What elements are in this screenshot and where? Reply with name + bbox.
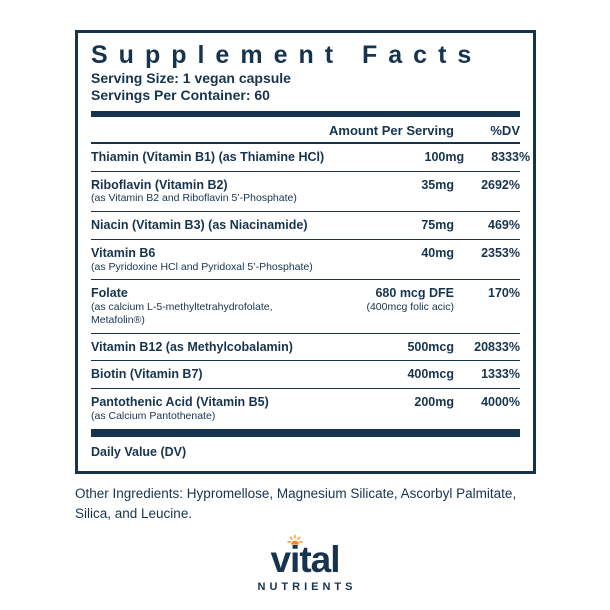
nutrient-row: Vitamin B6 (as Pyridoxine HCl and Pyrido… [91,240,520,281]
nutrient-amount: 500mcg [407,339,454,354]
nutrient-row: Vitamin B12 (as Methylcobalamin) 500mcg … [91,334,520,362]
brand-subname: NUTRIENTS [257,581,357,593]
nutrient-source-note: (as Calcium Pantothenate) [91,409,216,422]
nutrient-name: Biotin (Vitamin B7) [91,367,203,382]
divider-thick-bottom [91,428,520,437]
nutrient-name: Vitamin B12 (as Methylcobalamin) [91,339,293,354]
nutrient-dv: 8333% [491,149,531,164]
nutrient-name-cell: Biotin (Vitamin B7) [91,367,314,382]
nutrient-amount: 75mg [421,218,454,233]
nutrient-name: Pantothenic Acid (Vitamin B5) [91,395,269,410]
nutrient-source-note-line2: Metafolin®) [91,313,145,326]
column-header-dv: %DV [490,122,520,138]
header-spacer [91,123,314,138]
panel-title: Supplement Facts [91,41,483,69]
supplement-facts-panel: Supplement Facts Serving Size: 1 vegan c… [75,30,536,474]
nutrient-amount: 200mg [414,395,454,410]
nutrient-name-cell: Folate (as calcium L-5-methyltetrahydrof… [91,286,314,326]
nutrient-name-cell: Pantothenic Acid (Vitamin B5) (as Calciu… [91,395,314,423]
nutrient-dv: 2692% [481,177,520,192]
nutrient-dv: 2353% [481,245,520,260]
nutrient-name: Vitamin B6 [91,245,156,260]
nutrient-amount: 35mg [421,177,454,192]
nutrient-row: Pantothenic Acid (Vitamin B5) (as Calciu… [91,389,520,429]
nutrient-row: Thiamin (Vitamin B1) (as Thiamine HCl) 1… [91,144,530,172]
nutrient-amount: 400mcg [407,367,454,382]
nutrient-table: Thiamin (Vitamin B1) (as Thiamine HCl) 1… [91,144,530,429]
nutrient-amount-equivalent: (400mcg folic acic) [366,301,454,314]
nutrient-name: Thiamin (Vitamin B1) (as Thiamine HCl) [91,149,325,164]
nutrient-amount: 40mg [421,245,454,260]
nutrient-amount-cell: 200mg [314,395,454,410]
nutrient-name-cell: Niacin (Vitamin B3) (as Niacinamide) [91,218,314,233]
nutrient-name: Folate [91,286,128,301]
nutrient-name-cell: Thiamin (Vitamin B1) (as Thiamine HCl) [91,150,324,165]
nutrient-amount-cell: 680 mcg DFE (400mcg folic acic) [314,286,454,314]
brand-name: vital [270,534,341,580]
servings-per-container: Servings Per Container: 60 [91,87,270,104]
nutrient-row: Niacin (Vitamin B3) (as Niacinamide) 75m… [91,212,520,240]
other-ingredients: Other Ingredients: Hypromellose, Magnesi… [75,486,517,522]
nutrient-source-note: (as Vitamin B2 and Riboflavin 5’-Phospha… [91,192,297,205]
nutrient-name-cell: Vitamin B6 (as Pyridoxine HCl and Pyrido… [91,246,314,274]
nutrient-amount: 100mg [424,149,465,164]
nutrient-amount-cell: 75mg [314,218,454,233]
nutrient-source-note: (as Pyridoxine HCl and Pyridoxal 5’-Phos… [91,260,313,273]
nutrient-amount-cell: 35mg [314,178,454,193]
nutrient-dv: 170% [488,286,520,301]
brand-logo: vital NUTRIENTS [0,534,610,593]
nutrient-name: Riboflavin (Vitamin B2) [91,177,228,192]
nutrient-source-note: (as calcium L-5-methyltetrahydrofolate, [91,301,273,314]
divider-thick-top [91,110,520,117]
nutrient-row: Riboflavin (Vitamin B2) (as Vitamin B2 a… [91,172,520,213]
sparkle-icon [287,534,304,545]
nutrient-amount-cell: 100mg [324,149,465,165]
nutrient-amount-cell: 40mg [314,246,454,261]
table-header-row: Amount Per Serving %DV [91,117,520,144]
nutrient-dv: 20833% [474,339,520,354]
nutrient-name: Niacin (Vitamin B3) (as Niacinamide) [91,218,308,233]
nutrient-dv: 469% [488,218,520,233]
nutrient-amount-cell: 400mcg [314,367,454,382]
column-header-amount: Amount Per Serving [329,122,454,138]
nutrient-row: Biotin (Vitamin B7) 400mcg 1333% [91,361,520,390]
brand-name-text: vital [270,539,340,580]
nutrient-row: Folate (as calcium L-5-methyltetrahydrof… [91,280,520,334]
serving-size: Serving Size: 1 vegan capsule [91,69,291,86]
nutrient-name-cell: Vitamin B12 (as Methylcobalamin) [91,340,314,355]
nutrient-amount-cell: 500mcg [314,340,454,355]
daily-value-note: Daily Value (DV) [91,444,187,459]
nutrient-amount: 680 mcg DFE [375,286,454,301]
nutrient-dv: 1333% [481,367,520,382]
nutrient-dv: 4000% [481,395,520,410]
nutrient-name-cell: Riboflavin (Vitamin B2) (as Vitamin B2 a… [91,178,314,206]
